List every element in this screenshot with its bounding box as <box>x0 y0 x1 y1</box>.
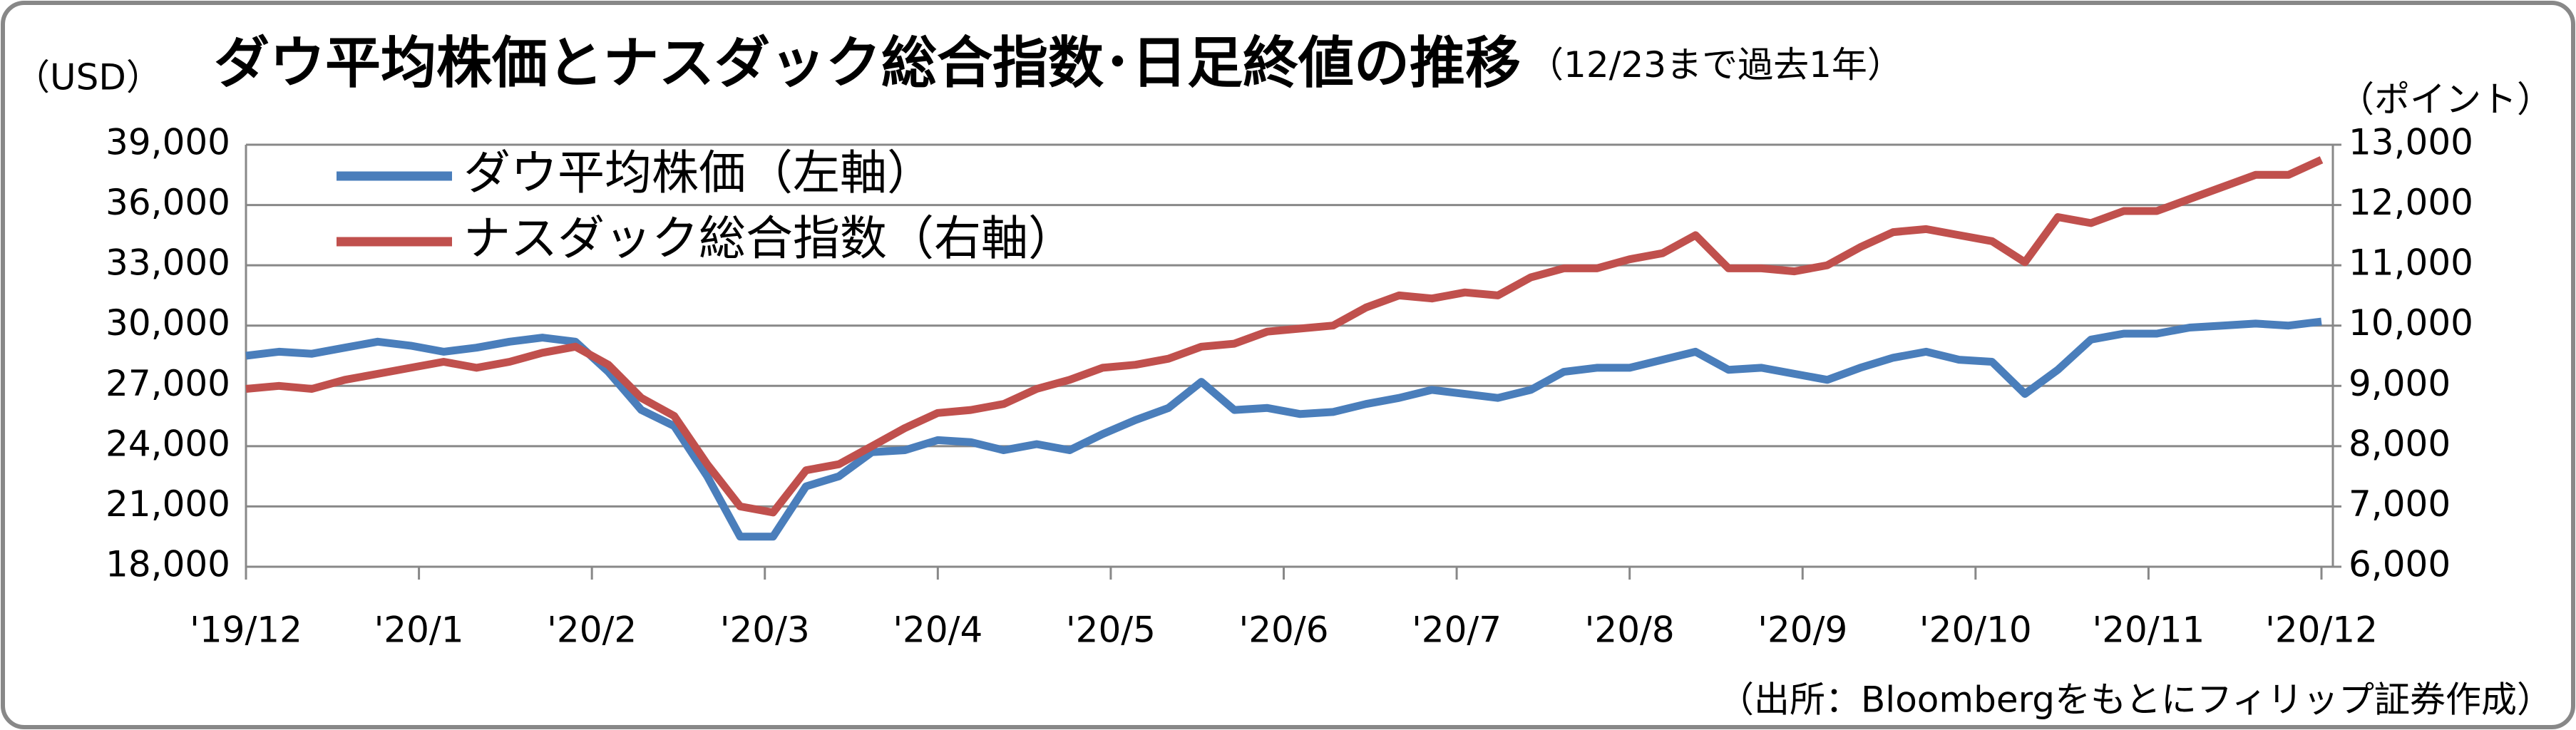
legend-label: ナスダック総合指数（右軸） <box>463 211 1075 266</box>
title-main: ダウ平均株価とナスダック総合指数･日足終値の推移 <box>214 31 1521 96</box>
x-tick-label: '20/6 <box>1238 610 1328 651</box>
y-tick-label: 24,000 <box>106 423 230 464</box>
x-tick-label: '19/12 <box>190 610 302 651</box>
x-tick-label: '20/7 <box>1412 610 1502 651</box>
x-tick-label: '20/3 <box>720 610 810 651</box>
legend-label: ダウ平均株価（左軸） <box>463 145 934 200</box>
y-tick-label: 33,000 <box>106 242 230 284</box>
y2-tick-label: 10,000 <box>2349 302 2473 344</box>
x-tick-label: '20/12 <box>2265 610 2378 651</box>
x-tick-label: '20/4 <box>893 610 982 651</box>
y2-tick-label: 6,000 <box>2349 544 2451 585</box>
x-tick-label: '20/5 <box>1066 610 1156 651</box>
subtitle: （12/23まで過去1年） <box>1528 44 1903 86</box>
y2-tick-label: 13,000 <box>2349 122 2473 163</box>
y-tick-label: 21,000 <box>106 483 230 525</box>
x-tick-label: '20/11 <box>2092 610 2205 651</box>
chart-title: ダウ平均株価とナスダック総合指数･日足終値の推移 （12/23まで過去1年） <box>214 31 1903 96</box>
y2-tick-label: 11,000 <box>2349 242 2473 284</box>
x-tick-label: '20/10 <box>1919 610 2032 651</box>
y-tick-label: 36,000 <box>106 182 230 223</box>
series-line <box>245 156 2324 517</box>
x-tick-label: '20/9 <box>1757 610 1847 651</box>
y2-tick-label: 9,000 <box>2349 363 2451 404</box>
y2-tick-label: 8,000 <box>2349 423 2451 464</box>
y-tick-label: 39,000 <box>106 122 230 163</box>
x-tick-label: '20/8 <box>1585 610 1675 651</box>
y2-axis-label: （ポイント） <box>2339 79 2552 120</box>
y2-tick-label: 12,000 <box>2349 182 2473 223</box>
y2-tick-label: 7,000 <box>2349 483 2451 525</box>
y-tick-label: 30,000 <box>106 302 230 344</box>
x-tick-label: '20/2 <box>547 610 637 651</box>
source-note: （出所：Bloombergをもとにフィリップ証券作成） <box>1718 679 2552 721</box>
x-tick-label: '20/1 <box>374 610 464 651</box>
y-tick-label: 18,000 <box>106 544 230 585</box>
y-tick-label: 27,000 <box>106 363 230 404</box>
y-axis-label: （USD） <box>14 57 162 98</box>
